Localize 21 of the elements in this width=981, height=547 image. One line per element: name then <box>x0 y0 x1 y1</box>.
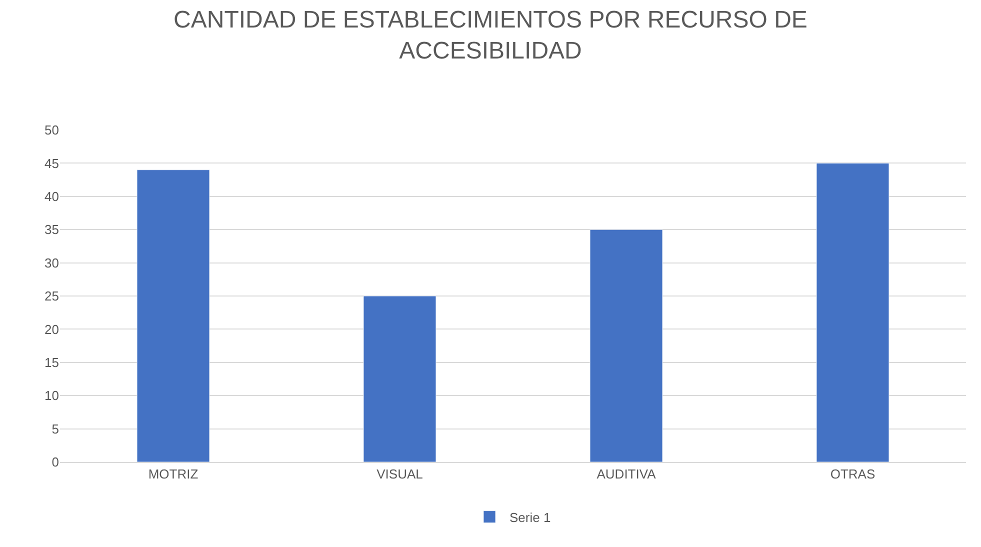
y-tick-label: 20 <box>44 322 59 337</box>
x-tick-label: VISUAL <box>376 466 423 482</box>
y-tick-label: 0 <box>52 454 59 470</box>
bar <box>363 296 436 462</box>
chart-title: CANTIDAD DE ESTABLECIMIENTOS POR RECURSO DE ACCESIBILIDAD <box>174 6 808 65</box>
x-tick-label: AUDITIVA <box>596 466 656 482</box>
legend-label: Serie 1 <box>510 510 551 525</box>
y-tick-label: 25 <box>44 288 59 304</box>
y-tick-label: 40 <box>44 188 59 204</box>
y-tick-label: 10 <box>44 388 59 404</box>
y-tick-label: 50 <box>44 122 59 138</box>
bar <box>590 229 663 462</box>
y-tick-label: 45 <box>44 156 59 171</box>
y-tick-label: 30 <box>44 255 59 270</box>
bar <box>816 162 890 462</box>
x-tick-label: OTRAS <box>830 466 876 482</box>
y-tick-label: 5 <box>52 421 59 436</box>
x-tick-label: MOTRIZ <box>148 466 198 482</box>
y-tick-label: 15 <box>44 354 59 370</box>
bar <box>136 170 210 462</box>
y-tick-label: 35 <box>44 222 59 238</box>
